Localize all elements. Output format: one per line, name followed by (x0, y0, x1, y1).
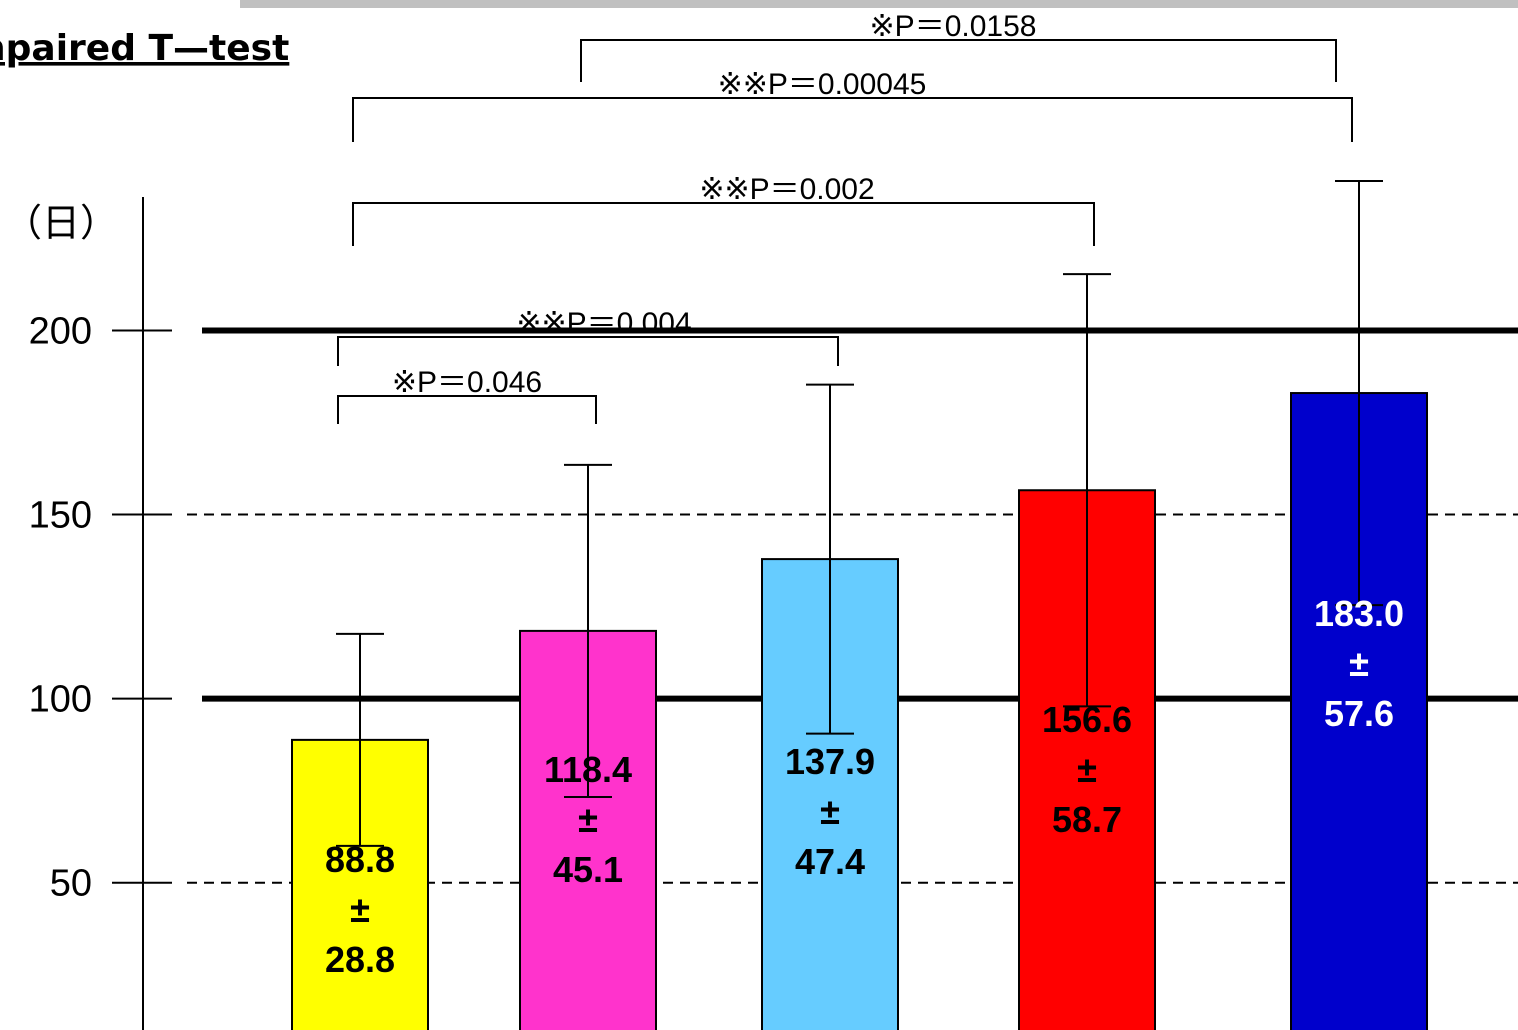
bar-value-label: ± (578, 799, 598, 840)
bar-value-label: 57.6 (1324, 693, 1394, 734)
y-tick-label: 100 (29, 679, 92, 721)
bar-value-label: 28.8 (325, 939, 395, 980)
bar-value-label: 156.6 (1042, 699, 1132, 740)
y-axis-unit-label: （日） (4, 203, 118, 245)
bar-4 (1018, 489, 1156, 1030)
significance-bracket-4 (352, 97, 1353, 142)
y-tick-label: 200 (29, 310, 92, 352)
y-tick-label: 50 (50, 863, 92, 905)
bar-value-label: 183.0 (1314, 593, 1404, 634)
bar-value-label: 88.8 (325, 839, 395, 880)
significance-bracket-1 (337, 395, 597, 424)
bar-value-label: 118.4 (544, 749, 632, 790)
bar-value-label: ± (1077, 749, 1097, 790)
bar-value-label: 45.1 (553, 849, 623, 890)
p-value-label: ※※P＝0.00045 (718, 68, 927, 101)
y-tick-label: 150 (29, 495, 92, 537)
bar-value-label: ± (350, 889, 370, 930)
significance-bracket-3 (352, 202, 1095, 246)
bar-value-label: 137.9 (785, 741, 875, 782)
bar-value-label: 58.7 (1052, 799, 1122, 840)
bar-value-label: ± (820, 791, 840, 832)
significance-bracket-2 (337, 336, 839, 366)
p-value-label: ※※P＝0.004 (516, 307, 691, 340)
bar-value-label: ± (1349, 643, 1369, 684)
top-banner (240, 0, 1518, 8)
bar-value-label: 47.4 (795, 841, 865, 882)
test-label: npaired T—test (0, 28, 289, 69)
significance-bracket-5 (580, 39, 1337, 82)
p-value-label: ※P＝0.046 (392, 366, 542, 399)
p-value-label: ※P＝0.0158 (870, 10, 1037, 43)
p-value-label: ※※P＝0.002 (699, 173, 874, 206)
